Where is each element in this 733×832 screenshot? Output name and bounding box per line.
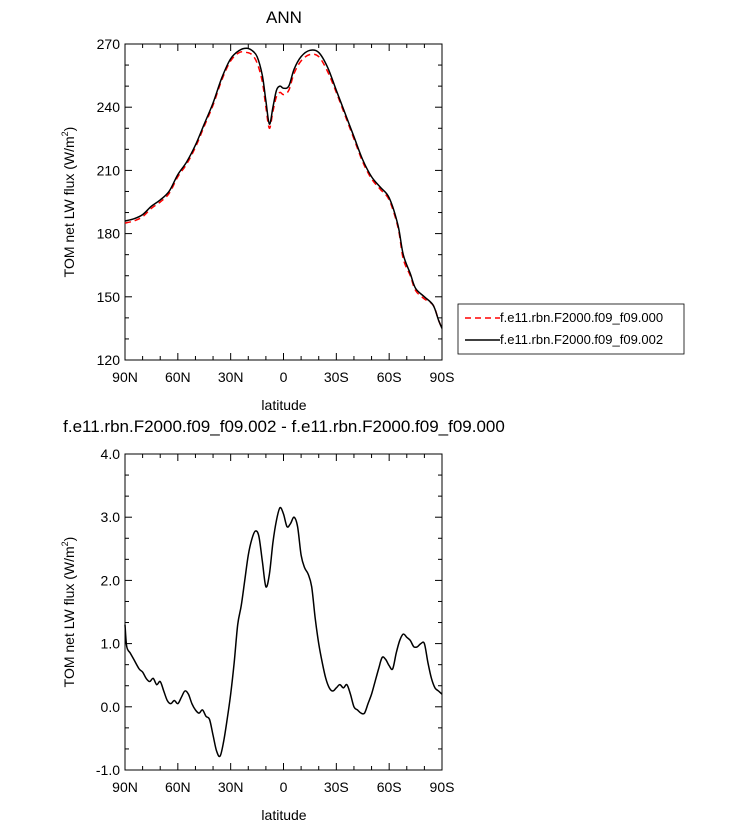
- top-chart-title: ANN: [266, 8, 302, 27]
- top-y-tick-labels: 120 150 180 210 240 270: [97, 36, 121, 368]
- top-x-tick-label: 30N: [218, 369, 244, 385]
- top-y-axis-label: TOM net LW flux (W/m2): [60, 127, 77, 278]
- bottom-x-tick-label: 90S: [430, 779, 455, 795]
- bottom-plot-area: [124, 453, 443, 771]
- bottom-x-tick-labels: 90N 60N 30N 0 30S 60S 90S: [112, 779, 454, 795]
- top-x-tick-label: 90N: [112, 369, 138, 385]
- legend-entry-series-2: f.e11.rbn.F2000.f09_f09.002: [500, 332, 663, 347]
- bottom-x-tick-label: 60S: [377, 779, 402, 795]
- top-y-tick-label: 210: [97, 162, 121, 178]
- bottom-y-tick-labels: -1.0 0.0 1.0 2.0 3.0 4.0: [96, 446, 120, 778]
- top-x-tick-label: 90S: [430, 369, 455, 385]
- bottom-x-axis-label: latitude: [261, 807, 306, 823]
- top-series-line-1: [124, 50, 443, 329]
- top-plot-frame: [124, 43, 443, 361]
- bottom-y-tick-label: 0.0: [101, 699, 121, 715]
- bottom-y-tick-label: 4.0: [101, 446, 121, 462]
- bottom-panel: f.e11.rbn.F2000.f09_f09.002 - f.e11.rbn.…: [60, 417, 505, 823]
- top-x-tick-label: 30S: [324, 369, 349, 385]
- bottom-series-lines: [124, 506, 443, 758]
- bottom-y-tick-label: -1.0: [96, 762, 120, 778]
- top-x-tick-label: 60S: [377, 369, 402, 385]
- top-x-tick-labels: 90N 60N 30N 0 30S 60S 90S: [112, 369, 454, 385]
- bottom-series-line-1: [124, 506, 443, 758]
- bottom-x-tick-label: 60N: [165, 779, 191, 795]
- bottom-chart-title: f.e11.rbn.F2000.f09_f09.002 - f.e11.rbn.…: [63, 417, 505, 436]
- bottom-x-tick-label: 0: [280, 779, 288, 795]
- bottom-x-tick-label: 30S: [324, 779, 349, 795]
- top-x-tick-label: 0: [280, 369, 288, 385]
- legend-entry-series-1: f.e11.rbn.F2000.f09_f09.000: [500, 310, 663, 325]
- bottom-y-tick-label: 1.0: [101, 636, 121, 652]
- top-plot-area: [124, 43, 443, 361]
- legend-box: [457, 303, 685, 355]
- bottom-x-tick-label: 30N: [218, 779, 244, 795]
- top-x-axis-label: latitude: [261, 397, 306, 413]
- top-series-lines: [124, 47, 443, 329]
- legend: f.e11.rbn.F2000.f09_f09.000 f.e11.rbn.F2…: [457, 303, 685, 355]
- top-y-tick-label: 270: [97, 36, 121, 52]
- top-y-tick-label: 240: [97, 99, 121, 115]
- top-y-tick-label: 120: [97, 352, 121, 368]
- bottom-plot-frame: [124, 453, 443, 771]
- bottom-y-tick-label: 3.0: [101, 509, 121, 525]
- bottom-y-tick-label: 2.0: [101, 572, 121, 588]
- top-x-tick-label: 60N: [165, 369, 191, 385]
- top-y-tick-label: 180: [97, 226, 121, 242]
- top-series-line-2: [124, 47, 443, 329]
- top-y-tick-label: 150: [97, 289, 121, 305]
- bottom-y-axis-label: TOM net LW flux (W/m2): [60, 537, 77, 688]
- bottom-x-tick-label: 90N: [112, 779, 138, 795]
- top-panel: ANN 90N 60N 30N 0 30S 60S 90S 120 150 180 210 240 2…: [60, 8, 685, 413]
